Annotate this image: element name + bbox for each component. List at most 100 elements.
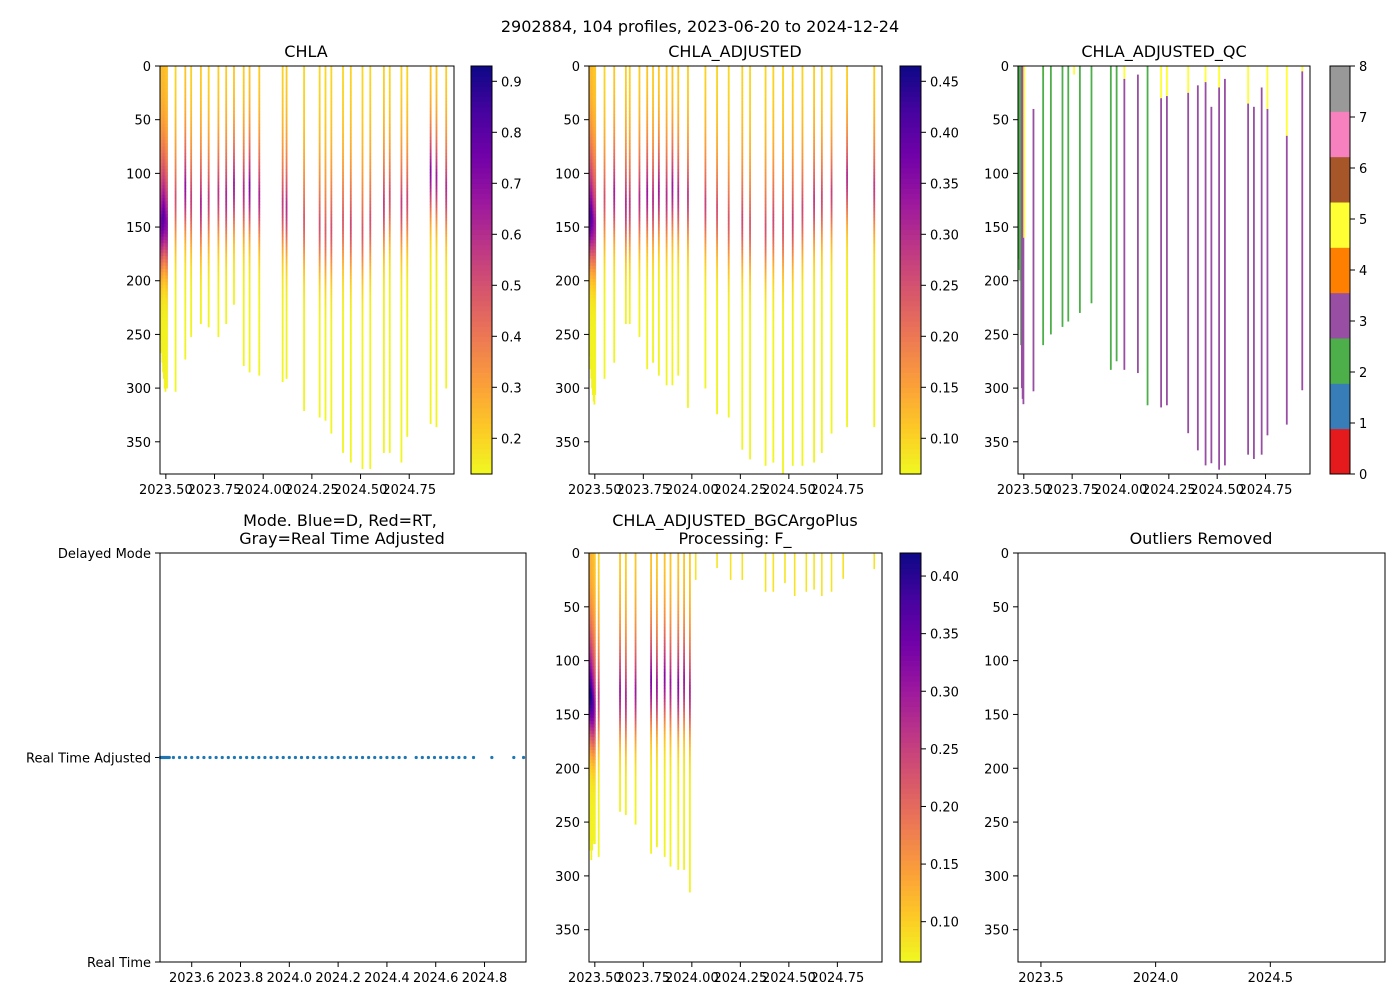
chla-profile-cell — [369, 178, 372, 183]
chla-profile-cell — [207, 133, 210, 138]
chla-profile-cell — [324, 272, 327, 276]
chla-profile-cell — [217, 220, 220, 225]
chla_adj-profile-cell — [613, 165, 616, 170]
chla-profile-cell — [349, 278, 352, 283]
chla-profile-cell — [383, 423, 385, 428]
chla-profile-cell — [400, 149, 403, 154]
chla-profile-cell — [174, 239, 177, 244]
chla-profile-cell — [258, 249, 261, 254]
chla-profile-cell — [330, 230, 333, 234]
chla-profile-cell — [199, 291, 202, 296]
chla-profile-cell — [174, 133, 177, 138]
chla-profile-cell — [342, 301, 344, 305]
chla-profile-cell — [445, 352, 448, 357]
chla-profile-cell — [184, 159, 187, 164]
chla-profile-cell — [445, 310, 448, 315]
chla-profile-cell — [199, 66, 202, 70]
chla-profile-cell — [369, 372, 372, 376]
chla-profile-cell — [199, 317, 202, 321]
chla-profile-cell — [342, 426, 344, 431]
chla_adj-profile-cell — [613, 217, 616, 222]
chla-profile-cell — [285, 310, 288, 315]
chla-profile-cell — [429, 307, 432, 312]
chla-profile-cell — [330, 75, 333, 80]
chla-colorbar-cell — [471, 458, 492, 465]
chla-profile-cell — [242, 98, 245, 102]
chla_adj-profile-cell — [624, 165, 627, 170]
chla-profile-cell — [429, 246, 432, 250]
chla-profile-cell — [324, 104, 327, 109]
chla-profile-cell — [242, 72, 245, 77]
chla-profile-cell — [199, 204, 202, 209]
chla-profile-cell — [303, 404, 305, 408]
chla-profile-cell — [190, 127, 193, 131]
chla-profile-cell — [318, 320, 321, 325]
chla-profile-cell — [429, 152, 432, 157]
chla_adj-profile-cell — [613, 78, 616, 83]
chla-profile-cell — [199, 285, 202, 289]
chla-profile-cell — [324, 98, 327, 102]
chla-profile-cell — [166, 149, 168, 154]
chla-profile-cell — [324, 194, 327, 199]
chla-profile-cell — [406, 223, 409, 228]
chla-profile-cell — [258, 69, 261, 73]
chla-profile-cell — [303, 394, 305, 399]
chla-profile-cell — [174, 285, 177, 289]
chla-profile-cell — [400, 314, 403, 318]
chla-profile-cell — [174, 330, 177, 334]
chla-profile-cell — [369, 320, 372, 325]
chla-profile-cell — [388, 381, 391, 386]
chla-colorbar-cell — [471, 407, 492, 414]
chla-profile-cell — [242, 217, 245, 222]
chla-profile-cell — [225, 297, 228, 302]
chla-profile-cell — [166, 88, 168, 93]
chla-profile-cell — [361, 291, 364, 296]
chla-profile-cell — [324, 330, 327, 334]
chla-profile-cell — [248, 304, 251, 308]
chla-profile-cell — [248, 85, 251, 89]
chla-colorbar-cell — [471, 259, 492, 266]
chla-profile-cell — [361, 452, 364, 457]
chla-profile-cell — [361, 359, 364, 363]
chla-profile-cell — [435, 375, 438, 379]
chla_adj-profile-cell — [594, 104, 597, 109]
chla-profile-cell — [369, 133, 372, 138]
chla-profile-cell — [330, 252, 333, 257]
chla_adj-profile-cell — [624, 227, 627, 231]
chla-profile-cell — [400, 230, 403, 234]
chla-profile-cell — [166, 236, 168, 241]
chla-profile-cell — [330, 426, 333, 431]
chla-profile-cell — [324, 75, 327, 80]
chla-profile-cell — [435, 140, 438, 144]
chla_adj-profile-cell — [594, 127, 597, 131]
chla-profile-cell — [199, 162, 202, 167]
panel-mode: Mode. Blue=D, Red=RT, Gray=Real Time Adj… — [239, 511, 445, 548]
chla-profile-cell — [248, 156, 251, 160]
chla-profile-cell — [383, 114, 385, 118]
chla-profile-cell — [383, 101, 385, 106]
chla-profile — [248, 66, 251, 373]
chla-profile-cell — [166, 181, 168, 186]
chla-profile-cell — [435, 123, 438, 128]
chla-profile-cell — [248, 111, 251, 115]
chla-profile-cell — [445, 223, 448, 228]
chla-profile-cell — [324, 130, 327, 135]
chla-profile-cell — [369, 149, 372, 154]
chla-profile-cell — [361, 201, 364, 205]
chla-profile-cell — [258, 172, 261, 176]
chla-profile-cell — [330, 207, 333, 212]
chla-profile-cell — [217, 330, 220, 334]
chla_adj-plot-area — [589, 66, 876, 474]
chla-profile-cell — [166, 94, 168, 99]
chla-profile-cell — [258, 210, 261, 215]
chla-colorbar-cell — [471, 178, 492, 184]
chla_adj-profile-cell — [624, 194, 627, 199]
chla-profile-cell — [225, 188, 228, 193]
chla-profile-cell — [248, 317, 251, 321]
chla-profile-cell — [242, 227, 245, 231]
chla-profile-cell — [342, 149, 344, 154]
chla-profile-cell — [248, 294, 251, 299]
chla-profile-cell — [258, 107, 261, 112]
chla-profile-cell — [406, 101, 409, 106]
